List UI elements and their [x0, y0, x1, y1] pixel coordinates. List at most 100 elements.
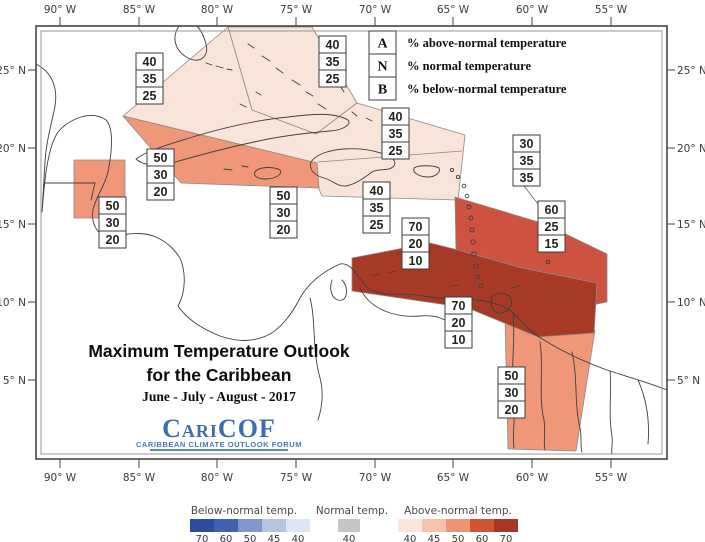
- forecast-box-value-leeward-islands: 60: [545, 203, 559, 217]
- axis-label-right: 25° N: [677, 65, 705, 77]
- forecast-box-value-west-cuba: 20: [154, 185, 168, 199]
- forecast-box-value-belize: 50: [106, 199, 120, 213]
- forecast-box-value-west-cuba: 30: [154, 168, 168, 182]
- lake-maracaibo: [330, 279, 347, 301]
- axis-label-right: 10° N: [677, 297, 705, 309]
- axis-label-left: 5° N: [3, 375, 26, 387]
- forecast-box-value-hispaniola-south: 40: [370, 184, 384, 198]
- forecast-box-value-leeward-islands: 25: [545, 220, 559, 234]
- axis-label-left: 10° N: [0, 297, 26, 309]
- forecast-box-value-bahamas: 40: [326, 38, 340, 52]
- axis-label-top: 85° W: [123, 4, 156, 16]
- axis-label-top: 70° W: [359, 4, 392, 16]
- axis-label-right: 20° N: [677, 143, 705, 155]
- map-title-line2: for the Caribbean: [147, 365, 292, 385]
- anb-key-cell: [368, 76, 397, 101]
- forecast-box-value-belize: 30: [106, 216, 120, 230]
- forecast-box-value-hispaniola-north: 40: [389, 110, 403, 124]
- forecast-box-value-jamaica-caymans: 30: [277, 206, 291, 220]
- forecast-box-value-abc-islands: 10: [409, 254, 423, 268]
- islands-caymans: [223, 165, 249, 171]
- colorbar-swatch: [190, 519, 214, 532]
- axis-label-bottom: 75° W: [280, 472, 313, 484]
- axis-label-bottom: 70° W: [359, 472, 392, 484]
- forecast-box-value-abc-islands: 70: [409, 220, 423, 234]
- axis-label-left: 25° N: [0, 65, 26, 77]
- colorbar-value: 45: [428, 534, 441, 542]
- caricof-logo: CariCOF: [162, 414, 276, 443]
- forecast-box-value-northeast-caribbean: 35: [520, 171, 534, 185]
- map-title-line1: Maximum Temperature Outlook: [88, 341, 350, 361]
- forecast-box-value-florida-cuba: 40: [143, 55, 157, 69]
- map-title-period: June - July - August - 2017: [142, 389, 296, 404]
- forecast-box-value-hispaniola-north: 25: [389, 144, 403, 158]
- axis-label-right: 15° N: [677, 219, 705, 231]
- forecast-box-cell-belize: [98, 230, 127, 249]
- forecast-box-cell-hispaniola-north: [381, 141, 410, 160]
- forecast-box-value-florida-cuba: 35: [143, 72, 157, 86]
- axis-label-top: 75° W: [280, 4, 313, 16]
- forecast-box-cell-abc-islands: [401, 251, 430, 270]
- border-central-america: [44, 182, 96, 201]
- forecast-box-value-northeast-caribbean: 35: [520, 154, 534, 168]
- colorbar-title: Below-normal temp.: [191, 505, 297, 517]
- colorbar-value: 40: [404, 534, 417, 542]
- colorbar-swatch: [422, 519, 446, 532]
- anb-key-label: % below-normal temperature: [407, 82, 567, 96]
- colorbar-value: 60: [220, 534, 233, 542]
- forecast-box-value-trinidad: 70: [452, 299, 466, 313]
- map-frame-inner: [40, 30, 663, 455]
- colorbar-swatch: [446, 519, 470, 532]
- forecast-box-value-guianas: 20: [505, 403, 519, 417]
- axis-label-bottom: 85° W: [123, 472, 156, 484]
- forecast-box-value-hispaniola-south: 35: [370, 201, 384, 215]
- forecast-box-cell-leeward-islands: [537, 234, 566, 253]
- forecast-box-cell-west-cuba: [146, 182, 175, 201]
- anb-key-letter: B: [378, 83, 387, 98]
- axis-label-bottom: 60° W: [516, 472, 549, 484]
- axis-label-left: 20° N: [0, 143, 26, 155]
- colorbar-swatch: [214, 519, 238, 532]
- forecast-box-cell-florida-cuba: [135, 86, 164, 105]
- forecast-box-value-belize: 20: [106, 233, 120, 247]
- coast-puerto-rico: [413, 165, 440, 178]
- coast-mainland: [35, 63, 668, 391]
- axis-label-top: 60° W: [516, 4, 549, 16]
- map-frame-outer: [35, 25, 668, 460]
- axis-label-bottom: 90° W: [44, 472, 77, 484]
- forecast-box-cell-jamaica-caymans: [269, 220, 298, 239]
- borders-south-america: [309, 297, 649, 455]
- forecast-box-value-trinidad: 20: [452, 316, 466, 330]
- colorbar-value: 50: [244, 534, 257, 542]
- title-block: Maximum Temperature Outlook for the Cari…: [88, 341, 350, 451]
- colorbar-swatch: [262, 519, 286, 532]
- colorbar-swatch: [286, 519, 310, 532]
- forecast-box-value-florida-cuba: 25: [143, 89, 157, 103]
- colorbar-swatch: [470, 519, 494, 532]
- colorbar-swatch: [238, 519, 262, 532]
- islands-abc: [371, 267, 459, 288]
- colorbar-value: 40: [343, 534, 356, 542]
- forecast-box-cell-hispaniola-south: [362, 215, 391, 234]
- anb-key-letter: A: [377, 37, 388, 52]
- colorbar-value: 50: [452, 534, 465, 542]
- forecast-box-value-jamaica-caymans: 50: [277, 189, 291, 203]
- forecast-box-value-guianas: 50: [505, 369, 519, 383]
- axis-label-left: 15° N: [0, 219, 26, 231]
- forecast-box-value-leeward-islands: 15: [545, 237, 559, 251]
- axis-label-bottom: 80° W: [201, 472, 234, 484]
- forecast-box-cell-northeast-caribbean: [512, 168, 541, 187]
- axis-label-top: 65° W: [437, 4, 470, 16]
- colorbar-value: 45: [268, 534, 281, 542]
- forecast-box-value-northeast-caribbean: 30: [520, 137, 534, 151]
- coast-florida-keys: [205, 62, 233, 71]
- forecast-box-value-hispaniola-south: 25: [370, 218, 384, 232]
- axis-label-right: 5° N: [677, 375, 700, 387]
- colorbar-value: 70: [196, 534, 209, 542]
- generated-layer: 90° W 90° W 85° W 85° W 80° W 80° W 75° W 75° W…: [0, 4, 705, 542]
- forecast-box-value-bahamas: 35: [326, 55, 340, 69]
- anb-key-letter: N: [377, 60, 387, 75]
- islands-lesser-antilles: [449, 167, 551, 289]
